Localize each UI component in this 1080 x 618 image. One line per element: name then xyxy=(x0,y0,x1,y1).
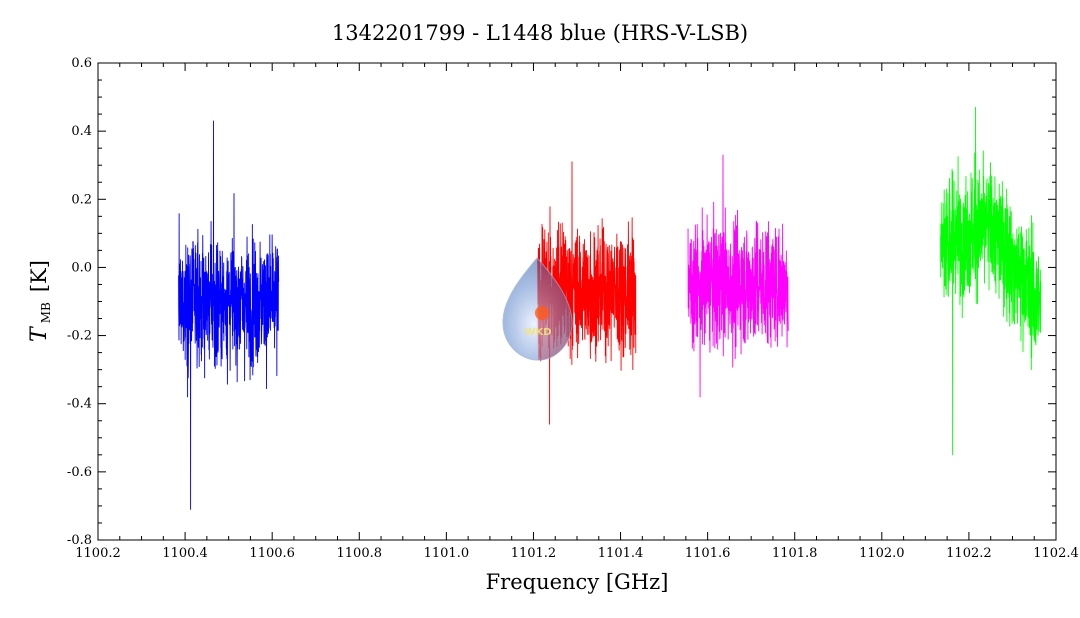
x-tick-label: 1102.4 xyxy=(1033,546,1079,561)
y-axis-label-unit: [K] xyxy=(27,260,51,292)
x-tick-label: 1102.0 xyxy=(859,546,905,561)
svg-text:T MB [K]: T MB [K] xyxy=(27,260,54,342)
x-tick-label: 1100.2 xyxy=(75,546,121,561)
x-tick-label: 1101.8 xyxy=(772,546,818,561)
y-tick-label: 0.6 xyxy=(71,56,92,71)
y-tick-label: -0.4 xyxy=(67,397,92,412)
x-axis: 1100.2 1100.4 1100.6 1100.8 1101.0 1101.2 1101… xyxy=(75,63,1079,561)
watermark-text: WKD xyxy=(524,327,551,338)
watermark-drop-highlight-icon xyxy=(537,258,572,360)
y-axis-label-symbol: T xyxy=(27,325,52,342)
x-tick-label: 1100.8 xyxy=(337,546,383,561)
y-axis: -0.8 -0.6 -0.4 -0.2 0.0 0.2 0.4 0.6 xyxy=(67,56,1056,548)
y-tick-label: -0.8 xyxy=(67,533,92,548)
watermark-logo: WKD xyxy=(502,257,573,361)
x-tick-label: 1101.0 xyxy=(424,546,470,561)
series-line-4 xyxy=(940,106,1042,456)
y-tick-label: 0.2 xyxy=(71,192,92,207)
x-tick-label: 1102.2 xyxy=(946,546,992,561)
y-axis-label: T MB [K] xyxy=(27,260,54,342)
watermark-star-icon xyxy=(535,306,549,320)
x-tick-label: 1100.4 xyxy=(162,546,208,561)
y-tick-label: 0.4 xyxy=(71,124,92,139)
x-axis-label: Frequency [GHz] xyxy=(486,570,669,594)
series-layer xyxy=(178,106,1042,510)
y-axis-label-subscript: MB xyxy=(39,302,53,323)
y-tick-label: -0.2 xyxy=(67,329,92,344)
y-tick-label: 0.0 xyxy=(71,260,92,275)
x-tick-label: 1101.6 xyxy=(685,546,731,561)
x-tick-label: 1100.6 xyxy=(249,546,295,561)
series-line-3 xyxy=(687,154,789,398)
series-line-1 xyxy=(178,120,280,510)
chart-title: 1342201799 - L1448 blue (HRS-V-LSB) xyxy=(332,21,748,45)
y-tick-label: -0.6 xyxy=(67,465,92,480)
x-tick-label: 1101.4 xyxy=(598,546,644,561)
x-tick-label: 1101.2 xyxy=(511,546,557,561)
